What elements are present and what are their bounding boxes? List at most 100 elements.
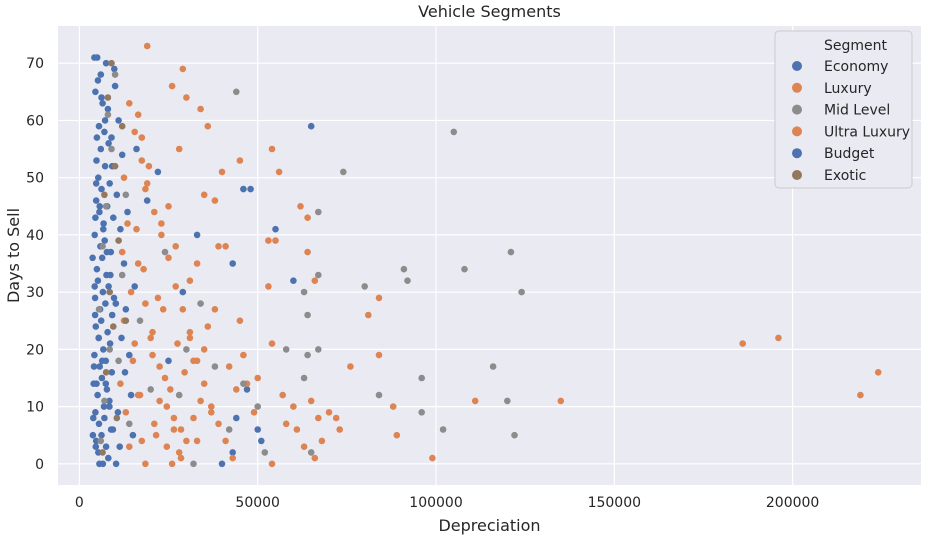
data-point	[126, 443, 133, 451]
data-point	[163, 443, 171, 451]
data-point	[775, 334, 782, 342]
data-point	[106, 397, 113, 405]
data-point	[247, 185, 254, 193]
data-point	[439, 426, 447, 433]
data-point	[236, 157, 244, 164]
data-point	[90, 380, 97, 388]
x-tick-label: 50000	[235, 495, 280, 511]
data-point	[504, 397, 511, 405]
data-point	[143, 42, 151, 50]
data-point	[109, 426, 117, 433]
x-axis-label: Depreciation	[438, 516, 540, 535]
x-tick-label: 100000	[409, 495, 462, 511]
data-point	[108, 145, 115, 153]
data-point	[94, 277, 102, 285]
data-point	[233, 88, 240, 96]
data-point	[167, 386, 174, 393]
data-point	[107, 271, 114, 279]
data-point	[211, 306, 219, 313]
data-point	[133, 225, 140, 233]
data-point	[461, 265, 468, 273]
data-point	[158, 231, 165, 239]
data-point	[98, 357, 106, 365]
data-point	[110, 294, 118, 302]
data-point	[159, 306, 167, 313]
data-point	[102, 300, 109, 307]
data-point	[208, 403, 215, 410]
data-point	[98, 254, 106, 262]
series-economy	[89, 54, 315, 468]
data-point	[94, 77, 102, 84]
data-point	[375, 391, 383, 399]
data-point	[106, 346, 113, 353]
data-point	[122, 306, 130, 313]
data-point	[197, 397, 204, 405]
data-point	[91, 54, 98, 61]
data-point	[229, 260, 236, 267]
data-point	[211, 197, 219, 204]
data-point	[240, 380, 247, 388]
data-point	[92, 409, 99, 416]
data-point	[229, 454, 236, 462]
data-point	[163, 403, 171, 410]
data-point	[92, 88, 99, 96]
data-point	[127, 288, 135, 296]
data-point	[99, 100, 106, 107]
data-point	[142, 460, 149, 468]
y-tick-label: 0	[35, 457, 44, 473]
data-point	[254, 426, 261, 433]
data-point	[233, 414, 240, 422]
data-point	[95, 420, 103, 428]
y-tick-label: 50	[26, 171, 44, 187]
data-point	[122, 317, 130, 325]
data-point	[91, 231, 98, 239]
legend-label: Budget	[824, 146, 875, 162]
data-point	[332, 414, 340, 422]
data-point	[94, 391, 101, 399]
data-point	[197, 105, 204, 113]
data-point	[138, 437, 146, 445]
data-point	[118, 334, 125, 342]
data-point	[240, 185, 247, 193]
data-point	[471, 397, 479, 405]
data-point	[93, 157, 100, 164]
y-tick-label: 20	[26, 342, 44, 358]
data-point	[101, 397, 108, 405]
y-axis-ticks: 0 10 20 30 40 50 60 70	[26, 56, 44, 473]
data-point	[91, 283, 98, 290]
data-point	[111, 162, 119, 170]
data-point	[99, 449, 106, 456]
data-point	[168, 460, 176, 468]
data-point	[104, 105, 112, 113]
data-point	[290, 403, 297, 410]
data-point	[168, 82, 176, 90]
data-point	[400, 265, 408, 273]
data-point	[97, 145, 105, 153]
data-point	[361, 283, 369, 290]
data-point	[106, 403, 113, 410]
series-exotic	[99, 59, 130, 456]
data-point	[215, 243, 222, 250]
data-point	[122, 191, 130, 199]
data-point	[179, 65, 187, 73]
data-point	[101, 128, 108, 136]
data-point	[557, 397, 565, 405]
data-point	[104, 328, 111, 336]
data-point	[218, 460, 226, 468]
x-tick-label: 150000	[588, 495, 641, 511]
data-point	[110, 214, 117, 221]
data-point	[175, 391, 183, 399]
data-point	[92, 323, 100, 330]
data-point	[106, 288, 113, 296]
data-point	[102, 369, 110, 376]
data-point	[261, 449, 269, 456]
data-point	[375, 294, 383, 302]
data-point	[268, 460, 276, 468]
data-point	[393, 431, 401, 439]
data-point	[100, 346, 107, 353]
y-axis-label: Days to Sell	[4, 208, 23, 303]
data-point	[208, 409, 215, 416]
series-ultra-luxury	[120, 100, 236, 468]
data-point	[105, 454, 112, 462]
